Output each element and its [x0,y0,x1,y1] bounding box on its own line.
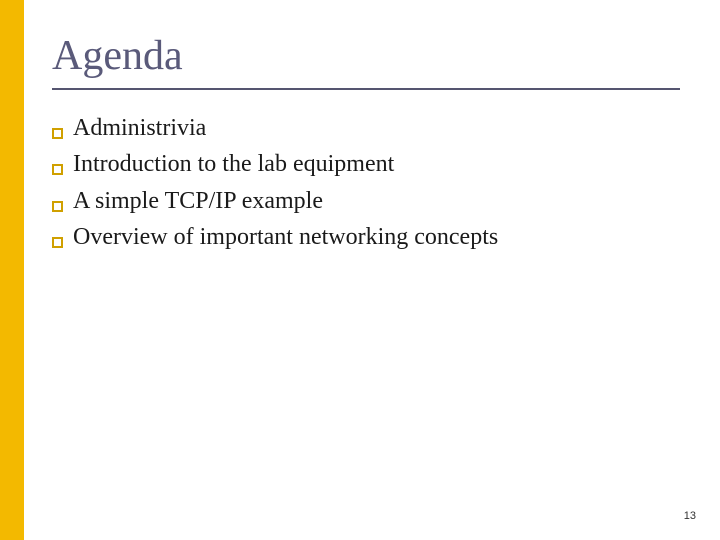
accent-bar [0,0,24,540]
list-item: Introduction to the lab equipment [52,148,680,180]
slide-title: Agenda [52,32,680,90]
square-bullet-icon [52,201,63,212]
square-bullet-icon [52,164,63,175]
square-bullet-icon [52,237,63,248]
list-item: A simple TCP/IP example [52,185,680,217]
bullet-text: Introduction to the lab equipment [73,148,394,180]
list-item: Administrivia [52,112,680,144]
list-item: Overview of important networking concept… [52,221,680,253]
bullet-text: Administrivia [73,112,206,144]
bullet-list: Administrivia Introduction to the lab eq… [52,112,680,254]
square-bullet-icon [52,128,63,139]
bullet-text: A simple TCP/IP example [73,185,323,217]
slide-content: Agenda Administrivia Introduction to the… [52,32,680,258]
page-number: 13 [684,510,696,522]
bullet-text: Overview of important networking concept… [73,221,498,253]
